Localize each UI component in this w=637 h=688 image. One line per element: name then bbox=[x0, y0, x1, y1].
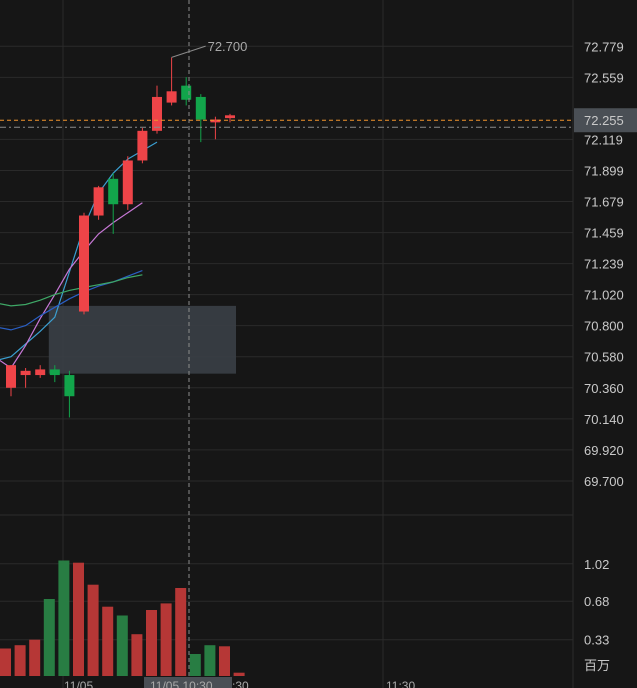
current-price-label: 72.255 bbox=[584, 113, 624, 128]
candle[interactable] bbox=[122, 156, 133, 210]
candle[interactable] bbox=[137, 128, 148, 164]
volume-bar[interactable] bbox=[233, 672, 245, 676]
volume-bar[interactable] bbox=[73, 562, 84, 676]
price-tick-label: 69.700 bbox=[584, 474, 624, 489]
volume-bar[interactable] bbox=[219, 646, 230, 676]
volume-bar[interactable] bbox=[87, 584, 99, 676]
candle[interactable] bbox=[35, 365, 46, 378]
overlays: 72.700 bbox=[0, 0, 573, 688]
candle-body[interactable] bbox=[225, 115, 235, 119]
volume-bars[interactable] bbox=[0, 560, 245, 677]
price-tick-label: 70.580 bbox=[584, 350, 624, 365]
volume-bar[interactable] bbox=[175, 588, 187, 676]
candle[interactable] bbox=[49, 365, 60, 383]
candle-body[interactable] bbox=[152, 96, 162, 131]
price-tick-label: 71.020 bbox=[584, 288, 624, 303]
price-axis: 72.779 72.559 72.119 71.899 71.679 71.459 71.2… bbox=[574, 39, 637, 489]
volume-axis: 1.02 0.68 0.33 百万 bbox=[584, 557, 610, 673]
candle-body[interactable] bbox=[93, 187, 104, 216]
moving-averages bbox=[0, 141, 158, 369]
candle[interactable] bbox=[166, 57, 177, 106]
candle-body[interactable] bbox=[137, 130, 148, 161]
highlight-box bbox=[48, 305, 236, 374]
volume-tick-label: 0.33 bbox=[584, 633, 609, 648]
candle-body[interactable] bbox=[35, 369, 46, 376]
candle-body[interactable] bbox=[20, 370, 31, 376]
price-tick-label: 69.920 bbox=[584, 443, 624, 458]
candle-body[interactable] bbox=[195, 96, 206, 120]
volume-unit-label: 百万 bbox=[584, 658, 610, 673]
max-price-label: 72.700 bbox=[208, 39, 248, 54]
ma-line-4 bbox=[0, 274, 143, 307]
candle[interactable] bbox=[225, 113, 235, 123]
candle[interactable] bbox=[6, 365, 16, 397]
price-tick-label: 72.119 bbox=[584, 132, 623, 147]
price-tick-label: 71.239 bbox=[584, 257, 624, 272]
candle[interactable] bbox=[181, 77, 192, 106]
candle[interactable] bbox=[79, 212, 89, 315]
candle[interactable] bbox=[195, 94, 206, 143]
time-label: :30 bbox=[232, 679, 249, 688]
price-tick-label: 71.459 bbox=[584, 226, 624, 241]
candle[interactable] bbox=[152, 85, 162, 134]
max-marker-line bbox=[171, 45, 206, 58]
candle-body[interactable] bbox=[210, 119, 221, 123]
volume-bar[interactable] bbox=[189, 654, 201, 676]
time-label: 11:30 bbox=[386, 679, 415, 688]
current-price-tag bbox=[574, 108, 637, 133]
crosshair-time-label: 11/05 10:30 bbox=[150, 679, 213, 688]
candle-body[interactable] bbox=[79, 215, 89, 312]
candle-body[interactable] bbox=[181, 85, 192, 100]
time-label: 11/05 bbox=[64, 679, 93, 688]
ma-line-2 bbox=[0, 202, 143, 369]
candles[interactable] bbox=[6, 57, 235, 418]
price-tick-label: 70.140 bbox=[584, 412, 624, 427]
price-tick-label: 70.800 bbox=[584, 319, 624, 334]
price-tick-label: 72.559 bbox=[584, 70, 624, 85]
highlight-region bbox=[48, 305, 236, 374]
volume-bar[interactable] bbox=[43, 599, 55, 676]
price-tick-label: 71.899 bbox=[584, 163, 624, 178]
volume-bar[interactable] bbox=[102, 606, 114, 676]
candle-body[interactable] bbox=[6, 365, 16, 388]
ma-line-1 bbox=[0, 141, 158, 361]
volume-bar[interactable] bbox=[0, 648, 11, 677]
candle-body[interactable] bbox=[122, 160, 133, 205]
candle[interactable] bbox=[93, 185, 104, 220]
candle[interactable] bbox=[64, 370, 75, 418]
candle[interactable] bbox=[210, 116, 221, 140]
volume-tick-label: 0.68 bbox=[584, 594, 609, 609]
candle-body[interactable] bbox=[64, 375, 75, 397]
volume-bar[interactable] bbox=[58, 560, 70, 677]
volume-bar[interactable] bbox=[116, 615, 128, 677]
price-tick-label: 72.779 bbox=[584, 39, 624, 54]
candle-body[interactable] bbox=[108, 178, 119, 205]
price-tick-label: 71.679 bbox=[584, 195, 624, 210]
volume-bar[interactable] bbox=[146, 610, 157, 676]
candle-body[interactable] bbox=[166, 91, 177, 103]
volume-bar[interactable] bbox=[160, 603, 172, 676]
volume-bar[interactable] bbox=[29, 639, 41, 676]
volume-bar[interactable] bbox=[204, 645, 216, 676]
candle-body[interactable] bbox=[49, 369, 60, 376]
candle[interactable] bbox=[108, 173, 119, 234]
crosshair-time-tag bbox=[144, 677, 232, 688]
time-axis: 11/05 :30 11:30 11/05 10:30 bbox=[64, 677, 415, 688]
candle[interactable] bbox=[20, 368, 31, 388]
volume-bar[interactable] bbox=[131, 634, 143, 676]
volume-bar[interactable] bbox=[14, 645, 26, 676]
volume-tick-label: 1.02 bbox=[584, 557, 609, 572]
price-tick-label: 70.360 bbox=[584, 381, 624, 396]
